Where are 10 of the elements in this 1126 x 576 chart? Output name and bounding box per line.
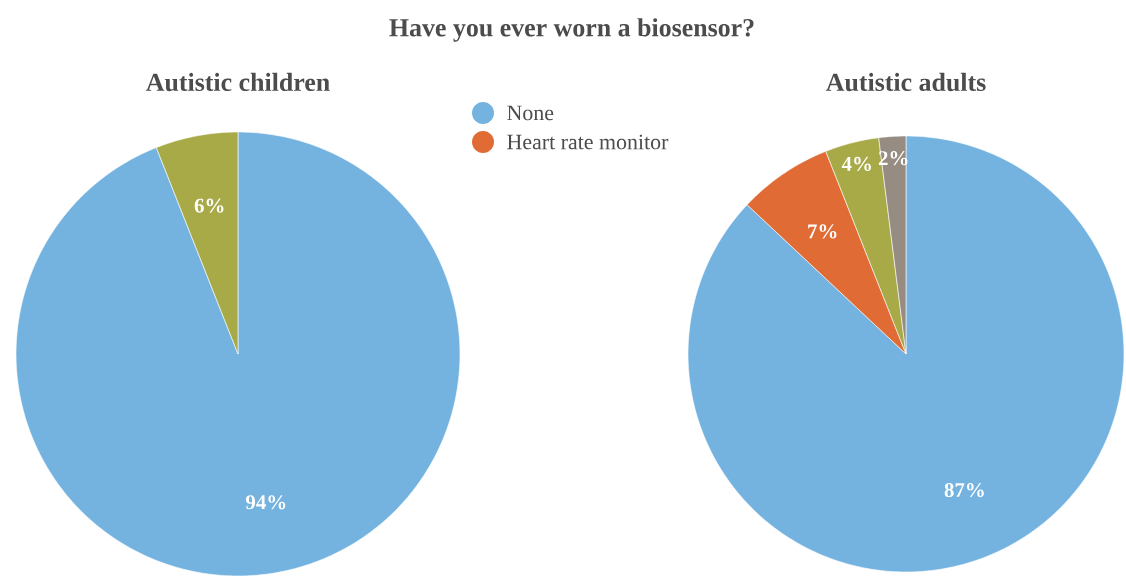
- data-label: 87%: [944, 482, 984, 498]
- text: Have you ever worn a biosensor?: [389, 18, 754, 42]
- data-label: 94%: [245, 495, 286, 510]
- data-label: 6%: [194, 198, 224, 213]
- chart-title: Autistic children: [146, 72, 330, 91]
- data-label: 4%: [841, 156, 871, 171]
- legend-label: Heart rate monitor: [507, 134, 669, 150]
- legend-label: None: [507, 105, 554, 121]
- data-label: 7%: [808, 224, 837, 239]
- chart-title: Autistic adults: [826, 72, 986, 91]
